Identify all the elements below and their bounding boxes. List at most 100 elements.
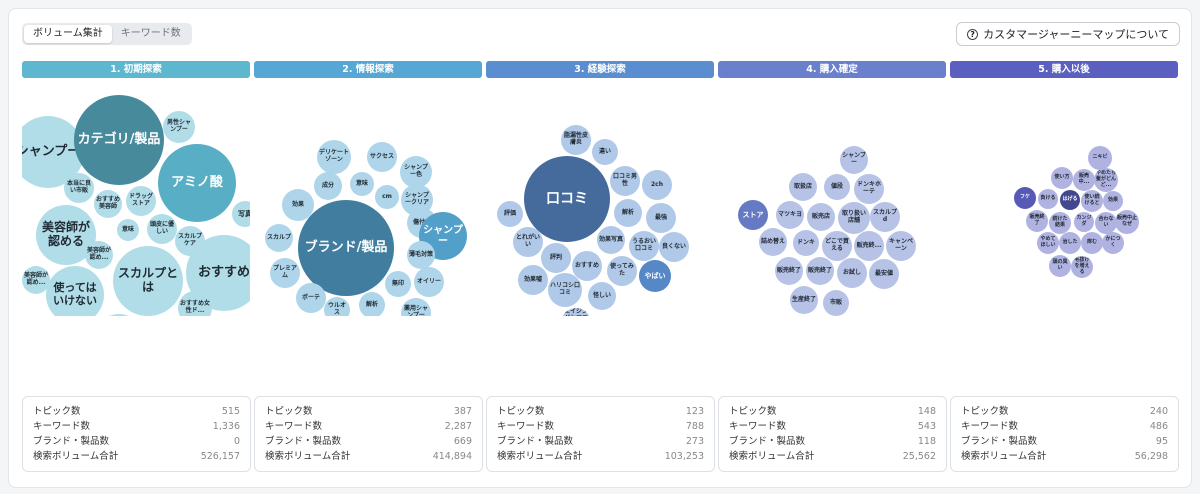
topic-bubble[interactable]: サクセス xyxy=(367,142,397,172)
topic-bubble[interactable]: 取扱店 xyxy=(789,173,817,201)
topic-bubble[interactable]: 評判 xyxy=(541,243,571,273)
topic-bubble[interactable]: 写真 xyxy=(232,201,250,227)
topic-bubble[interactable]: 良くない xyxy=(659,232,689,262)
topic-bubble[interactable]: プレミアム xyxy=(270,258,300,288)
topic-bubble[interactable]: 使ってはいけない xyxy=(46,266,104,316)
topic-bubble[interactable]: スカルプ xyxy=(265,224,293,252)
topic-bubble[interactable]: 本当に良い市販 xyxy=(64,173,94,203)
topic-bubble[interactable]: カンジダ xyxy=(1074,212,1094,232)
topic-bubble[interactable]: 販売終了 xyxy=(775,257,803,285)
topic-bubble[interactable]: 使い方 xyxy=(1051,167,1073,189)
topic-bubble[interactable]: 販売終... xyxy=(854,231,884,261)
topic-bubble[interactable]: ドンキホーテ xyxy=(854,174,884,204)
topic-bubble[interactable]: 市販 xyxy=(94,314,144,316)
topic-bubble[interactable]: ブランド/製品 xyxy=(298,200,394,296)
toggle-volume-button[interactable]: ボリューム集計 xyxy=(24,25,112,43)
topic-bubble[interactable]: 使ってみた xyxy=(607,256,637,286)
topic-bubble[interactable]: カテゴリ/製品 xyxy=(74,95,164,185)
topic-bubble[interactable]: 無印 xyxy=(385,271,411,297)
stage-header-3[interactable]: 3. 経験探索 xyxy=(486,61,714,78)
topic-bubble[interactable]: マツキヨ xyxy=(776,201,804,229)
topic-bubble[interactable]: かにつく xyxy=(1102,232,1124,254)
topic-bubble[interactable]: 効果写真 xyxy=(597,226,625,254)
topic-bubble[interactable]: ストア xyxy=(738,200,768,230)
topic-bubble[interactable]: ボーテ xyxy=(296,283,326,313)
topic-bubble[interactable]: 口コミ男性 xyxy=(610,166,640,196)
topic-bubble[interactable]: 販売店 xyxy=(807,203,835,231)
topic-bubble[interactable]: 取り扱い店舗 xyxy=(838,202,870,234)
topic-bubble[interactable]: おすすめ美容師 xyxy=(94,190,122,218)
topic-bubble[interactable]: 効果 xyxy=(1103,191,1123,211)
topic-bubble[interactable]: 販売中止なぜ xyxy=(1115,210,1139,234)
topic-bubble[interactable]: 詰め替え xyxy=(759,228,787,256)
topic-bubble[interactable]: 毛抜けを増える xyxy=(1071,256,1093,278)
topic-bubble[interactable]: 販売中... xyxy=(1073,169,1095,191)
topic-bubble[interactable]: 怪しい xyxy=(588,282,616,310)
journey-map-help-button[interactable]: ? カスタマージャーニーマップについて xyxy=(956,22,1180,46)
topic-bubble[interactable]: 値段 xyxy=(824,174,850,200)
topic-bubble[interactable]: 生産終了 xyxy=(790,286,818,314)
stage-header-4[interactable]: 4. 購入確定 xyxy=(718,61,946,78)
topic-bubble[interactable]: 痒む xyxy=(1081,232,1103,254)
topic-bubble[interactable]: アミノ酸 xyxy=(158,144,236,222)
topic-bubble[interactable]: シャンプー色 xyxy=(400,156,432,188)
stage-header-1[interactable]: 1. 初期探索 xyxy=(22,61,250,78)
topic-bubble[interactable]: 違い xyxy=(592,139,618,165)
topic-bubble[interactable]: キャンペーン xyxy=(886,231,916,261)
topic-bubble[interactable]: 評価 xyxy=(497,201,523,227)
topic-bubble[interactable]: ニキビ xyxy=(1088,146,1112,170)
topic-bubble[interactable]: 販売終了 xyxy=(806,257,834,285)
topic-bubble[interactable]: 合わない xyxy=(1095,212,1117,234)
topic-bubble[interactable]: 美容師が認め... xyxy=(85,241,113,269)
topic-bubble[interactable]: 男性シャンプー xyxy=(163,111,195,143)
topic-bubble[interactable]: 美容師が認め... xyxy=(22,266,50,294)
stage-header-2[interactable]: 2. 情報探索 xyxy=(254,61,482,78)
topic-bubble[interactable]: 最強 xyxy=(646,203,676,233)
toggle-keyword-count-button[interactable]: キーワード数 xyxy=(120,28,181,39)
topic-bubble[interactable]: 意味 xyxy=(117,219,139,241)
topic-bubble[interactable]: 解析 xyxy=(359,292,385,316)
topic-bubble[interactable]: はげる xyxy=(1060,190,1080,210)
topic-bubble[interactable]: 使い続けると xyxy=(1081,190,1103,212)
topic-bubble[interactable]: 最安値 xyxy=(869,259,899,289)
topic-bubble[interactable]: 口コミ xyxy=(524,156,610,242)
topic-bubble[interactable]: ドンキ xyxy=(793,230,819,256)
stage-header-5[interactable]: 5. 購入以後 xyxy=(950,61,1178,78)
topic-bubble[interactable]: 脂漏性皮膚炎 xyxy=(561,125,591,155)
topic-bubble[interactable]: 販売終了 xyxy=(1026,210,1048,232)
topic-bubble[interactable]: デリケートゾーン xyxy=(317,140,351,174)
topic-bubble[interactable]: 成分 xyxy=(314,172,342,200)
topic-bubble[interactable]: どこで買える xyxy=(822,231,852,261)
topic-bubble[interactable]: シャンプー xyxy=(840,146,868,174)
topic-bubble[interactable]: お試し xyxy=(837,258,867,288)
topic-bubble[interactable]: オイリー xyxy=(414,267,444,297)
topic-bubble[interactable]: 解析 xyxy=(614,199,642,227)
topic-bubble[interactable]: スカルプd xyxy=(870,202,900,232)
topic-bubble[interactable]: 頭の臭い xyxy=(1049,255,1071,277)
topic-bubble[interactable]: 薄毛対策 xyxy=(407,241,435,269)
topic-bubble[interactable]: 意味 xyxy=(350,172,374,196)
topic-bubble[interactable]: 市販 xyxy=(823,290,849,316)
topic-bubble[interactable]: ハリコシ口コミ xyxy=(548,273,582,307)
topic-bubble[interactable]: 薬用シャンプー xyxy=(401,298,431,316)
topic-bubble[interactable]: 効果嘘 xyxy=(518,265,548,295)
topic-bubble[interactable]: 治した xyxy=(1059,232,1081,254)
metric-toggle[interactable]: ボリューム集計 キーワード数 xyxy=(22,23,192,45)
topic-bubble[interactable]: スカルプとは xyxy=(113,246,183,316)
topic-bubble[interactable]: cm xyxy=(375,185,399,209)
topic-bubble[interactable]: ウルオス xyxy=(324,297,350,316)
topic-bubble[interactable]: ドラッグストア xyxy=(126,186,156,216)
topic-bubble[interactable]: 負ける xyxy=(1038,189,1058,209)
topic-bubble[interactable]: うるおい口コミ xyxy=(629,231,659,261)
topic-bubble[interactable]: とれがいい xyxy=(513,227,543,257)
topic-bubble[interactable]: フケ xyxy=(1014,187,1036,209)
topic-bubble[interactable]: やばい xyxy=(639,260,671,292)
topic-bubble[interactable]: 続けた結果 xyxy=(1049,212,1071,234)
topic-bubble[interactable]: エイジングケアエッセンス違い xyxy=(561,308,591,316)
topic-bubble[interactable]: 頭皮に優しい xyxy=(147,214,177,244)
topic-bubble[interactable]: やめたら髪がどんど... xyxy=(1094,168,1118,192)
topic-bubble[interactable]: 2ch xyxy=(642,170,672,200)
topic-bubble[interactable]: やめてほしい xyxy=(1037,232,1059,254)
topic-bubble[interactable]: おすすめ女性ド... xyxy=(178,291,212,316)
topic-bubble[interactable]: おすすめ xyxy=(572,251,602,281)
